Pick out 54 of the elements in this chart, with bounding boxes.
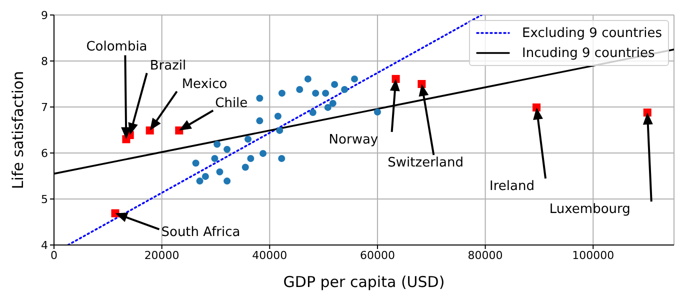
point bbox=[304, 75, 312, 82]
point bbox=[312, 90, 320, 97]
point bbox=[341, 86, 348, 94]
point bbox=[331, 80, 338, 88]
point bbox=[278, 90, 286, 97]
x-tick-label: 40000 bbox=[252, 248, 288, 262]
point bbox=[247, 155, 254, 162]
y-tick-label: 4 bbox=[41, 238, 48, 252]
annotation: Ireland bbox=[490, 178, 534, 194]
annotation: Colombia bbox=[86, 40, 148, 55]
x-tick-label: 60000 bbox=[360, 248, 395, 262]
point bbox=[256, 117, 264, 124]
annotation: Luxembourg bbox=[549, 202, 630, 218]
x-tick-label: 20000 bbox=[144, 248, 180, 262]
annotation: Switzerland bbox=[388, 156, 464, 170]
legend-label: Incuding 9 countries bbox=[522, 46, 655, 60]
y-tick-label: 5 bbox=[41, 192, 48, 206]
y-axis-title: Life satisfaction bbox=[9, 70, 27, 190]
y-tick-label: 6 bbox=[41, 146, 48, 160]
x-tick-label: 80000 bbox=[468, 248, 503, 262]
point bbox=[242, 164, 249, 171]
point bbox=[322, 90, 330, 97]
point bbox=[244, 136, 252, 143]
y-tick-label: 9 bbox=[41, 8, 48, 22]
point bbox=[202, 172, 209, 180]
point bbox=[216, 168, 224, 176]
point bbox=[224, 178, 231, 185]
annotation: South Africa bbox=[161, 224, 240, 240]
point bbox=[278, 155, 286, 162]
point bbox=[274, 112, 282, 120]
point bbox=[192, 160, 200, 167]
point bbox=[309, 109, 316, 116]
y-tick-label: 8 bbox=[41, 54, 48, 68]
point bbox=[351, 75, 358, 82]
annotation: Norway bbox=[328, 132, 378, 148]
annotation: Brazil bbox=[150, 58, 186, 74]
x-tick-label: 100000 bbox=[572, 248, 614, 262]
x-tick-label: 0 bbox=[50, 248, 58, 262]
point bbox=[224, 146, 231, 153]
point bbox=[276, 126, 284, 134]
point bbox=[256, 94, 264, 102]
annotation: Chile bbox=[215, 96, 248, 111]
point bbox=[296, 86, 304, 94]
point bbox=[260, 150, 267, 157]
x-axis-title: GDP per capita (USD) bbox=[283, 273, 445, 291]
point bbox=[211, 155, 218, 162]
point bbox=[329, 100, 336, 107]
point bbox=[324, 104, 332, 111]
annotation: Mexico bbox=[182, 76, 228, 92]
point bbox=[196, 178, 204, 185]
point bbox=[214, 140, 221, 148]
legend-label: Excluding 9 countries bbox=[522, 26, 662, 40]
y-tick-label: 7 bbox=[41, 100, 48, 114]
point bbox=[374, 108, 381, 116]
